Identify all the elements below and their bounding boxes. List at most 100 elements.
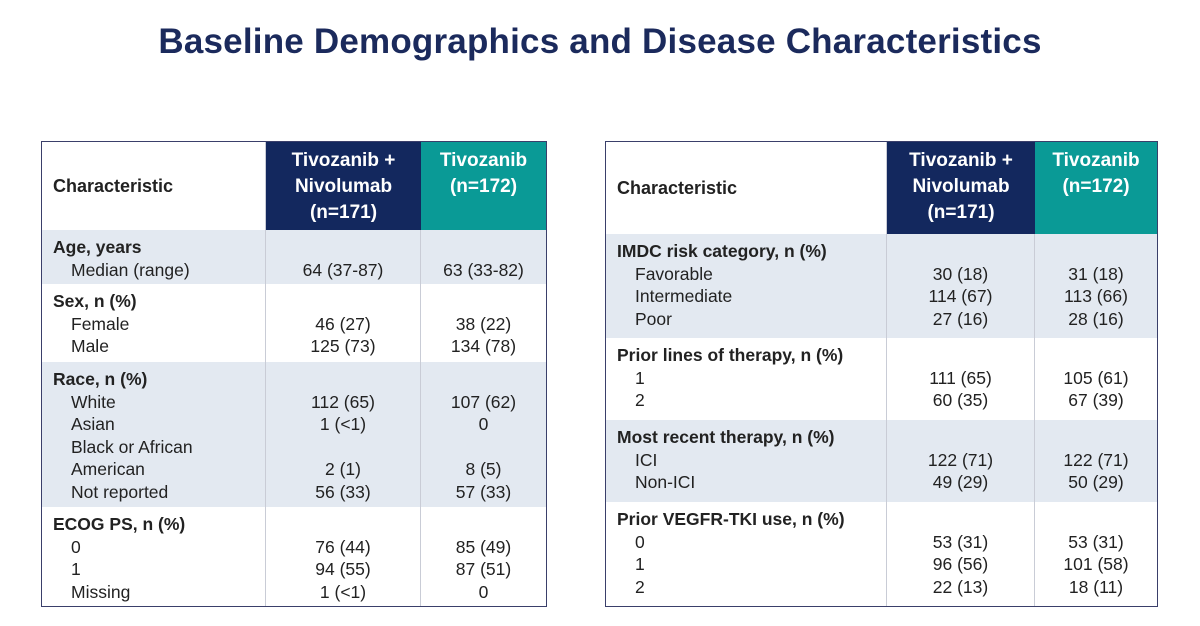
section-label-cell: IMDC risk category, n (%) Favorable Inte… xyxy=(606,234,887,338)
section-title: IMDC risk category, n (%) xyxy=(617,241,827,261)
row-label: American xyxy=(71,459,145,479)
row-label: Intermediate xyxy=(635,286,733,306)
mono-value: 67 (39) xyxy=(1068,390,1124,410)
header-line: (n=172) xyxy=(1062,176,1130,197)
section-label-cell: Most recent therapy, n (%) ICI Non-ICI xyxy=(606,420,887,502)
mono-values-cell: 122 (71) 50 (29) xyxy=(1035,420,1157,502)
mono-value: 63 (33-82) xyxy=(443,259,524,280)
combo-value: 125 (73) xyxy=(310,336,376,356)
mono-value: 31 (18) xyxy=(1068,263,1124,284)
header-line: Nivolumab xyxy=(912,176,1010,197)
mono-values-cell: 107 (62) 0 8 (5) 57 (33) xyxy=(421,362,546,507)
page-title: Baseline Demographics and Disease Charac… xyxy=(158,22,1042,61)
combo-value: 60 (35) xyxy=(932,390,989,410)
mono-value: 0 xyxy=(478,414,489,434)
combo-value: 76 (44) xyxy=(315,536,371,557)
combo-value: 1 (<1) xyxy=(319,581,367,602)
combo-value: 46 (27) xyxy=(315,313,371,334)
mono-value: 53 (31) xyxy=(1068,531,1124,552)
combo-value: 56 (33) xyxy=(315,481,371,502)
combo-value xyxy=(266,436,420,459)
header-line: Tivozanib + xyxy=(291,150,396,171)
combo-value: 114 (67) xyxy=(928,286,993,306)
row-label: 0 xyxy=(71,536,81,557)
combo-value: 53 (31) xyxy=(932,531,989,552)
section-title: Sex, n (%) xyxy=(53,291,137,311)
combo-values-cell: 122 (71) 49 (29) xyxy=(887,420,1035,502)
mono-value xyxy=(421,436,546,459)
section-label-cell: Prior lines of therapy, n (%) 1 2 xyxy=(606,338,887,420)
row-label: Female xyxy=(71,313,130,334)
row-label: Black or African xyxy=(71,436,193,457)
header-tivozanib-nivolumab: Tivozanib + Nivolumab (n=171) xyxy=(887,142,1035,234)
mono-values-cell: 31 (18) 113 (66) 28 (16) xyxy=(1035,234,1157,338)
combo-value: 94 (55) xyxy=(315,559,371,579)
header-line: Nivolumab xyxy=(294,176,393,197)
mono-value: 0 xyxy=(478,581,489,602)
row-label: ICI xyxy=(635,449,658,470)
combo-value: 122 (71) xyxy=(927,449,994,470)
mono-value: 28 (16) xyxy=(1068,308,1124,329)
header-line: (n=171) xyxy=(927,202,995,223)
section-label-cell: Race, n (%) White Asian Black or African… xyxy=(42,362,266,507)
section-title: Age, years xyxy=(53,237,142,257)
combo-value: 30 (18) xyxy=(932,263,989,284)
combo-values-cell: 76 (44) 94 (55) 1 (<1) xyxy=(266,507,421,606)
mono-value: 50 (29) xyxy=(1068,472,1124,492)
combo-value: 112 (65) xyxy=(311,391,375,412)
section-title: Most recent therapy, n (%) xyxy=(617,427,835,447)
section-title: Prior VEGFR-TKI use, n (%) xyxy=(617,509,845,529)
mono-value: 122 (71) xyxy=(1063,449,1129,470)
mono-value: 107 (62) xyxy=(450,391,517,412)
row-label: 1 xyxy=(635,367,645,388)
combo-values-cell: 53 (31) 96 (56) 22 (13) xyxy=(887,502,1035,606)
combo-value: 96 (56) xyxy=(932,554,989,574)
section-label-cell: Prior VEGFR-TKI use, n (%) 0 1 2 xyxy=(606,502,887,606)
combo-value: 49 (29) xyxy=(932,472,989,492)
mono-values-cell: 63 (33-82) xyxy=(421,230,546,284)
row-label: Missing xyxy=(71,581,131,602)
row-label: Poor xyxy=(635,308,672,329)
combo-values-cell: 111 (65) 60 (35) xyxy=(887,338,1035,420)
header-tivozanib-nivolumab: Tivozanib + Nivolumab (n=171) xyxy=(266,142,421,230)
section-label-cell: ECOG PS, n (%) 0 1 Missing xyxy=(42,507,266,606)
row-label: 1 xyxy=(71,559,81,579)
header-line: (n=171) xyxy=(309,202,378,223)
combo-value: 22 (13) xyxy=(932,576,989,597)
header-tivozanib: Tivozanib (n=172) xyxy=(1035,142,1157,234)
header-line: Tivozanib + xyxy=(909,150,1013,171)
mono-value: 134 (78) xyxy=(450,336,517,356)
demographics-table: Characteristic Tivozanib + Nivolumab (n=… xyxy=(41,141,547,607)
mono-value: 38 (22) xyxy=(455,313,512,334)
mono-value: 85 (49) xyxy=(455,536,512,557)
row-label: Median (range) xyxy=(71,259,190,280)
mono-values-cell: 105 (61) 67 (39) xyxy=(1035,338,1157,420)
mono-value: 87 (51) xyxy=(455,559,512,579)
combo-value: 1 (<1) xyxy=(319,414,367,434)
mono-value: 57 (33) xyxy=(455,481,512,502)
combo-value: 111 (65) xyxy=(929,367,992,388)
combo-value: 27 (16) xyxy=(932,308,989,329)
row-label: Not reported xyxy=(71,481,169,502)
mono-value: 105 (61) xyxy=(1063,367,1129,388)
mono-values-cell: 38 (22) 134 (78) xyxy=(421,284,546,362)
mono-value: 101 (58) xyxy=(1063,554,1129,574)
combo-values-cell: 46 (27) 125 (73) xyxy=(266,284,421,362)
section-title: Race, n (%) xyxy=(53,369,148,389)
section-label-cell: Sex, n (%) Female Male xyxy=(42,284,266,362)
header-line: Tivozanib xyxy=(439,150,528,171)
header-line: Tivozanib xyxy=(1052,150,1140,171)
mono-values-cell: 53 (31) 101 (58) 18 (11) xyxy=(1035,502,1157,606)
mono-values-cell: 85 (49) 87 (51) 0 xyxy=(421,507,546,606)
section-label-cell: Age, years Median (range) xyxy=(42,230,266,284)
mono-value: 8 (5) xyxy=(465,459,502,479)
row-label: 2 xyxy=(635,576,645,597)
section-title: ECOG PS, n (%) xyxy=(53,514,186,534)
mono-value: 113 (66) xyxy=(1064,286,1128,306)
mono-value: 18 (11) xyxy=(1068,576,1124,597)
header-tivozanib: Tivozanib (n=172) xyxy=(421,142,546,230)
header-characteristic: Characteristic xyxy=(606,142,887,234)
row-label: Male xyxy=(71,336,109,356)
combo-values-cell: 64 (37-87) xyxy=(266,230,421,284)
disease-characteristics-table: Characteristic Tivozanib + Nivolumab (n=… xyxy=(605,141,1158,607)
